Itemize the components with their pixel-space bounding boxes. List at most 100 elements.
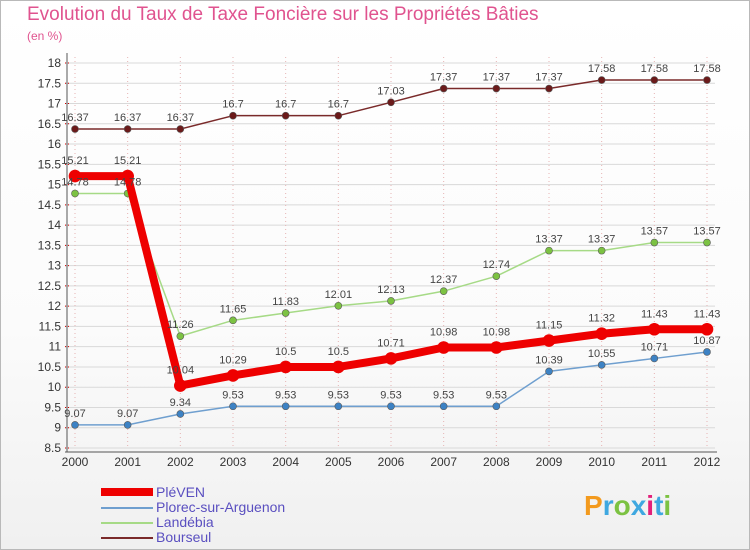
x-tick-label: 2006 bbox=[378, 455, 405, 469]
data-label: 12.74 bbox=[483, 259, 511, 271]
y-tick-label: 15.5 bbox=[38, 157, 62, 171]
logo-letter: P bbox=[584, 490, 603, 521]
data-point bbox=[176, 125, 185, 133]
data-point bbox=[700, 322, 714, 336]
data-point bbox=[387, 297, 395, 305]
data-point bbox=[545, 367, 553, 376]
data-point bbox=[334, 111, 343, 120]
data-label: 9.07 bbox=[64, 408, 85, 420]
data-point bbox=[650, 238, 659, 247]
data-point bbox=[703, 76, 711, 84]
y-tick-label: 17 bbox=[48, 97, 62, 111]
data-label: 12.37 bbox=[430, 274, 458, 286]
data-label: 16.37 bbox=[61, 112, 89, 124]
data-label: 9.53 bbox=[328, 389, 349, 401]
legend-label: Landébia bbox=[156, 514, 214, 530]
data-point bbox=[123, 421, 132, 429]
data-label: 10.55 bbox=[588, 348, 616, 360]
data-point bbox=[123, 125, 132, 133]
y-tick-label: 13 bbox=[48, 259, 62, 273]
data-point bbox=[703, 348, 711, 356]
data-label: 12.01 bbox=[325, 289, 353, 301]
data-label: 17.58 bbox=[588, 63, 616, 75]
series-lines bbox=[68, 76, 714, 429]
data-label: 16.37 bbox=[167, 112, 195, 124]
y-tick-label: 8.5 bbox=[44, 441, 61, 455]
data-point bbox=[71, 125, 79, 133]
y-tick-label: 10 bbox=[48, 380, 62, 394]
x-tick-label: 2002 bbox=[167, 455, 194, 469]
data-label: 13.37 bbox=[535, 234, 563, 246]
data-label: 10.87 bbox=[693, 335, 721, 347]
y-tick-label: 11.5 bbox=[39, 319, 62, 333]
data-label: 17.37 bbox=[535, 72, 563, 84]
logo-letter: x bbox=[630, 490, 647, 521]
x-tick-label: 2005 bbox=[325, 455, 352, 469]
data-label: 12.13 bbox=[377, 284, 405, 296]
y-tick-label: 16.5 bbox=[38, 117, 62, 131]
data-label: 16.7 bbox=[328, 99, 349, 111]
data-label: 10.5 bbox=[275, 346, 296, 358]
data-label: 10.5 bbox=[328, 346, 349, 358]
data-point bbox=[439, 84, 448, 93]
x-tick-label: 2004 bbox=[272, 455, 299, 469]
data-label: 16.7 bbox=[275, 99, 296, 111]
data-point bbox=[597, 246, 606, 255]
data-point bbox=[174, 379, 187, 392]
data-label: 17.58 bbox=[641, 63, 669, 75]
data-point bbox=[648, 322, 661, 336]
data-point bbox=[226, 369, 240, 382]
chart-unit-label: (en %) bbox=[27, 29, 63, 43]
x-tick-label: 2001 bbox=[114, 455, 141, 469]
data-label: 11.32 bbox=[588, 313, 615, 325]
data-label: 16.7 bbox=[222, 99, 243, 111]
data-point bbox=[545, 246, 553, 255]
legend-swatch-bourseul bbox=[101, 537, 153, 539]
data-point bbox=[492, 402, 501, 411]
x-tick-label: 2007 bbox=[430, 455, 457, 469]
data-label: 9.53 bbox=[486, 389, 507, 401]
data-label: 9.53 bbox=[275, 389, 296, 401]
x-tick-label: 2000 bbox=[62, 455, 89, 469]
data-label: 13.37 bbox=[588, 234, 616, 246]
data-point bbox=[492, 272, 501, 280]
x-tick-label: 2010 bbox=[588, 455, 615, 469]
y-tick-label: 15 bbox=[48, 178, 62, 192]
data-label: 17.37 bbox=[483, 72, 511, 84]
y-tick-label: 17.5 bbox=[38, 76, 62, 90]
x-tick-label: 2009 bbox=[536, 455, 563, 469]
data-point bbox=[387, 402, 395, 411]
y-tick-label: 9 bbox=[54, 421, 61, 435]
data-label: 10.04 bbox=[167, 365, 195, 377]
data-label: 10.98 bbox=[430, 326, 458, 338]
y-tick-label: 16 bbox=[48, 137, 62, 151]
data-label: 13.57 bbox=[641, 226, 669, 238]
data-point bbox=[71, 421, 79, 429]
y-tick-label: 12 bbox=[48, 299, 62, 313]
data-point bbox=[597, 361, 606, 369]
data-label: 9.53 bbox=[380, 389, 401, 401]
y-tick-label: 14 bbox=[48, 218, 62, 232]
data-point bbox=[492, 84, 501, 93]
data-label: 10.71 bbox=[641, 341, 669, 353]
data-point bbox=[281, 111, 290, 120]
data-label: 11.83 bbox=[272, 296, 299, 308]
y-tick-label: 12.5 bbox=[38, 279, 62, 293]
data-point bbox=[68, 169, 82, 183]
y-tick-label: 18 bbox=[48, 56, 62, 70]
legend-label: Plorec-sur-Arguenon bbox=[156, 499, 286, 515]
legend-label: Bourseul bbox=[156, 529, 212, 545]
data-point bbox=[229, 316, 237, 325]
data-point bbox=[229, 402, 237, 411]
data-point bbox=[384, 352, 398, 365]
data-label: 17.58 bbox=[693, 63, 721, 75]
x-tick-label: 2011 bbox=[641, 455, 667, 469]
data-point bbox=[439, 402, 448, 411]
data-label: 9.53 bbox=[433, 389, 454, 401]
data-point bbox=[334, 301, 343, 310]
data-label: 10.29 bbox=[219, 354, 247, 366]
y-tick-label: 13.5 bbox=[38, 238, 62, 252]
data-label: 11.43 bbox=[694, 308, 721, 320]
